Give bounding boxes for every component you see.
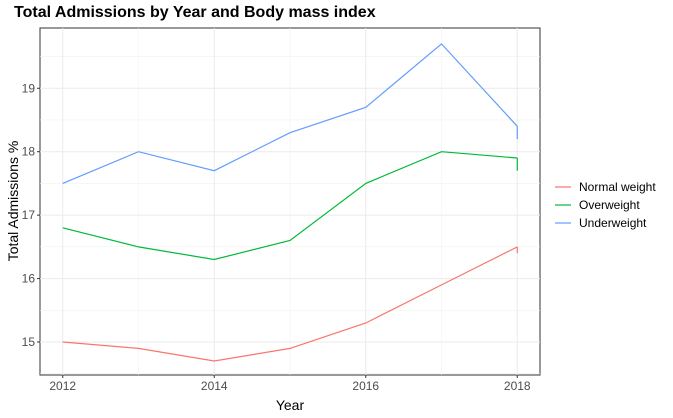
y-axis-title: Total Admissions % <box>5 141 21 262</box>
series-line-overweight <box>62 151 518 261</box>
y-tick-label: 16 <box>22 272 36 286</box>
x-axis-ticks: 2012 2014 2016 2018 <box>49 375 531 393</box>
series-line-normal-weight <box>62 246 518 362</box>
x-axis-title: Year <box>276 397 305 413</box>
series-lines <box>62 43 518 362</box>
x-tick-label: 2014 <box>201 379 228 393</box>
y-tick-label: 19 <box>22 81 36 95</box>
y-tick-label: 15 <box>22 335 36 349</box>
y-tick-label: 18 <box>22 145 36 159</box>
x-tick-label: 2018 <box>504 379 531 393</box>
y-axis-ticks: 15 16 17 18 19 <box>22 81 40 349</box>
chart-title: Total Admissions by Year and Body mass i… <box>14 4 376 21</box>
legend: Normal weight Overweight Underweight <box>555 180 656 230</box>
legend-label-underweight: Underweight <box>579 216 647 230</box>
y-tick-label: 17 <box>22 208 36 222</box>
legend-label-overweight: Overweight <box>579 198 640 212</box>
x-tick-label: 2012 <box>49 379 76 393</box>
gridlines <box>40 28 540 375</box>
x-tick-label: 2016 <box>352 379 379 393</box>
legend-label-normal-weight: Normal weight <box>579 180 656 194</box>
series-line-underweight <box>62 43 518 184</box>
